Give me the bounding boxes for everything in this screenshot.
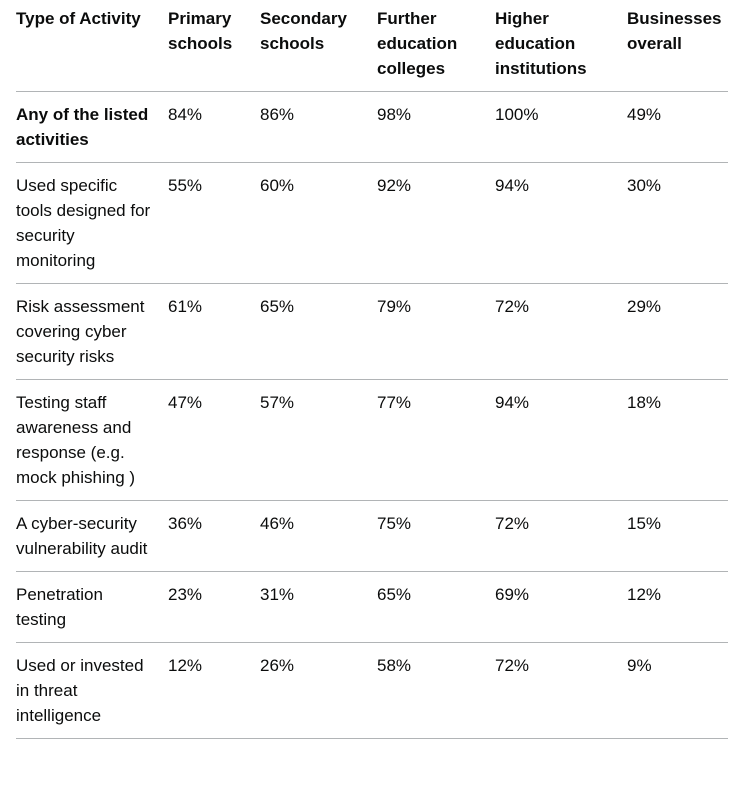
- cell-value: 29%: [627, 283, 728, 380]
- row-label: A cyber-security vulnerability audit: [16, 500, 168, 572]
- cell-value: 47%: [168, 379, 260, 501]
- cell-value: 61%: [168, 283, 260, 380]
- cell-value: 77%: [377, 379, 495, 501]
- cell-value: 12%: [627, 571, 728, 643]
- cell-value: 94%: [495, 162, 627, 284]
- cell-value: 31%: [260, 571, 377, 643]
- cell-value: 26%: [260, 642, 377, 739]
- cell-value: 86%: [260, 91, 377, 163]
- table-row: Used specific tools designed for securit…: [16, 162, 728, 284]
- cell-value: 15%: [627, 500, 728, 572]
- column-header: Higher education institutions: [495, 0, 627, 92]
- row-label: Testing staff awareness and response (e.…: [16, 379, 168, 501]
- row-label: Used specific tools designed for securit…: [16, 162, 168, 284]
- cell-value: 9%: [627, 642, 728, 739]
- cell-value: 65%: [260, 283, 377, 380]
- table-row: Any of the listed activities 84% 86% 98% 100…: [16, 91, 728, 163]
- cell-value: 30%: [627, 162, 728, 284]
- cell-value: 57%: [260, 379, 377, 501]
- table-row: Testing staff awareness and response (e.…: [16, 379, 728, 501]
- cell-value: 58%: [377, 642, 495, 739]
- cell-value: 46%: [260, 500, 377, 572]
- column-header: Further education colleges: [377, 0, 495, 92]
- cell-value: 79%: [377, 283, 495, 380]
- cell-value: 60%: [260, 162, 377, 284]
- cell-value: 94%: [495, 379, 627, 501]
- cell-value: 18%: [627, 379, 728, 501]
- cell-value: 75%: [377, 500, 495, 572]
- cell-value: 65%: [377, 571, 495, 643]
- column-header: Businesses overall: [627, 0, 728, 92]
- cell-value: 55%: [168, 162, 260, 284]
- cell-value: 84%: [168, 91, 260, 163]
- table-header: Type of Activity Primary schools Secondary…: [16, 0, 728, 92]
- table-row: A cyber-security vulnerability audit 36% 4…: [16, 500, 728, 572]
- cell-value: 98%: [377, 91, 495, 163]
- column-header: Type of Activity: [16, 0, 168, 92]
- table-row: Penetration testing 23% 31% 65% 69% 12%: [16, 571, 728, 643]
- column-header: Primary schools: [168, 0, 260, 92]
- cell-value: 49%: [627, 91, 728, 163]
- row-label: Used or invested in threat intelligence: [16, 642, 168, 739]
- cell-value: 12%: [168, 642, 260, 739]
- data-table: Type of Activity Primary schools Secondary…: [16, 0, 728, 739]
- cell-value: 100%: [495, 91, 627, 163]
- cell-value: 36%: [168, 500, 260, 572]
- table-row: Risk assessment covering cyber security …: [16, 283, 728, 380]
- table-body: Any of the listed activities 84% 86% 98% 100…: [16, 91, 728, 739]
- cell-value: 72%: [495, 642, 627, 739]
- cell-value: 72%: [495, 500, 627, 572]
- cell-value: 92%: [377, 162, 495, 284]
- row-label: Penetration testing: [16, 571, 168, 643]
- column-header: Secondary schools: [260, 0, 377, 92]
- table-row: Used or invested in threat intelligence 1…: [16, 642, 728, 739]
- row-label: Risk assessment covering cyber security …: [16, 283, 168, 380]
- cell-value: 72%: [495, 283, 627, 380]
- cell-value: 23%: [168, 571, 260, 643]
- row-label: Any of the listed activities: [16, 91, 168, 163]
- cell-value: 69%: [495, 571, 627, 643]
- header-row: Type of Activity Primary schools Secondary…: [16, 0, 728, 92]
